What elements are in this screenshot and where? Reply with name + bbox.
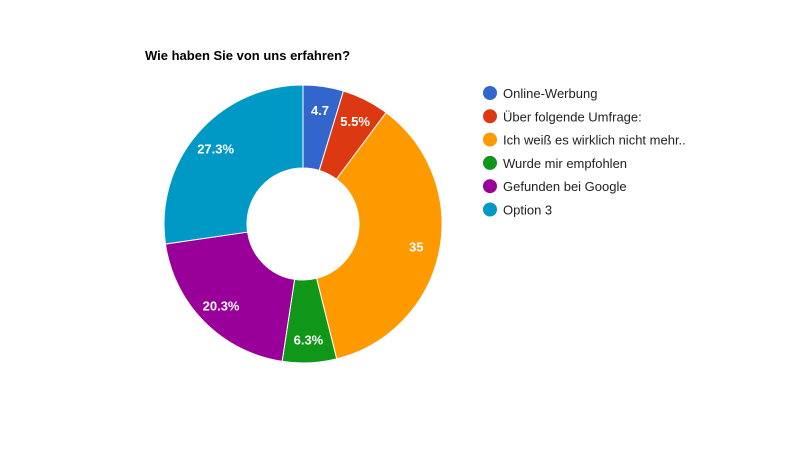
slice-option-3[interactable] (163, 84, 304, 245)
legend-label-wurde-mir-empfohlen[interactable]: Wurde mir empfohlen (503, 156, 627, 171)
legend-label-gefunden-bei-google[interactable]: Gefunden bei Google (503, 179, 627, 194)
slice-gefunden-bei-google[interactable] (164, 231, 296, 362)
chart-legend: Online-Werbung Über folgende Umfrage: Ich … (483, 86, 686, 218)
slice-label-online-werbung: 4.7 (311, 103, 329, 118)
slice-label-wurde-mir-empfohlen: 6.3% (294, 332, 324, 347)
slice-label-ich-wei-es-wirklich-nicht-mehr: 35 (409, 240, 423, 255)
legend-swatch-option-3 (483, 202, 497, 217)
slice-label-option-3: 27.3% (197, 141, 234, 156)
legend-label-ber-folgende-umfrage[interactable]: Über folgende Umfrage: (503, 109, 642, 124)
chart-title: Wie haben Sie von uns erfahren? (145, 48, 350, 63)
legend-swatch-ich-wei-es-wirklich-nicht-mehr (483, 132, 497, 147)
legend-swatch-ber-folgende-umfrage (483, 109, 497, 124)
chart-slice-labels: 4.7 5.5% 35 6.3% 20.3% 27.3% (197, 103, 423, 348)
slice-label-ber-folgende-umfrage: 5.5% (340, 114, 370, 129)
legend-swatch-gefunden-bei-google (483, 179, 497, 194)
chart-slices (163, 84, 443, 364)
slice-ich-wei-es-wirklich-nicht-mehr[interactable] (315, 111, 443, 360)
legend-label-option-3[interactable]: Option 3 (503, 203, 552, 218)
legend-label-online-werbung[interactable]: Online-Werbung (503, 86, 597, 101)
legend-swatch-online-werbung (483, 86, 497, 100)
legend-swatch-wurde-mir-empfohlen (483, 155, 497, 170)
legend-label-ich-wei-es-wirklich-nicht-mehr[interactable]: Ich weiß es wirklich nicht mehr.. (503, 133, 686, 148)
slice-label-gefunden-bei-google: 20.3% (203, 298, 240, 313)
